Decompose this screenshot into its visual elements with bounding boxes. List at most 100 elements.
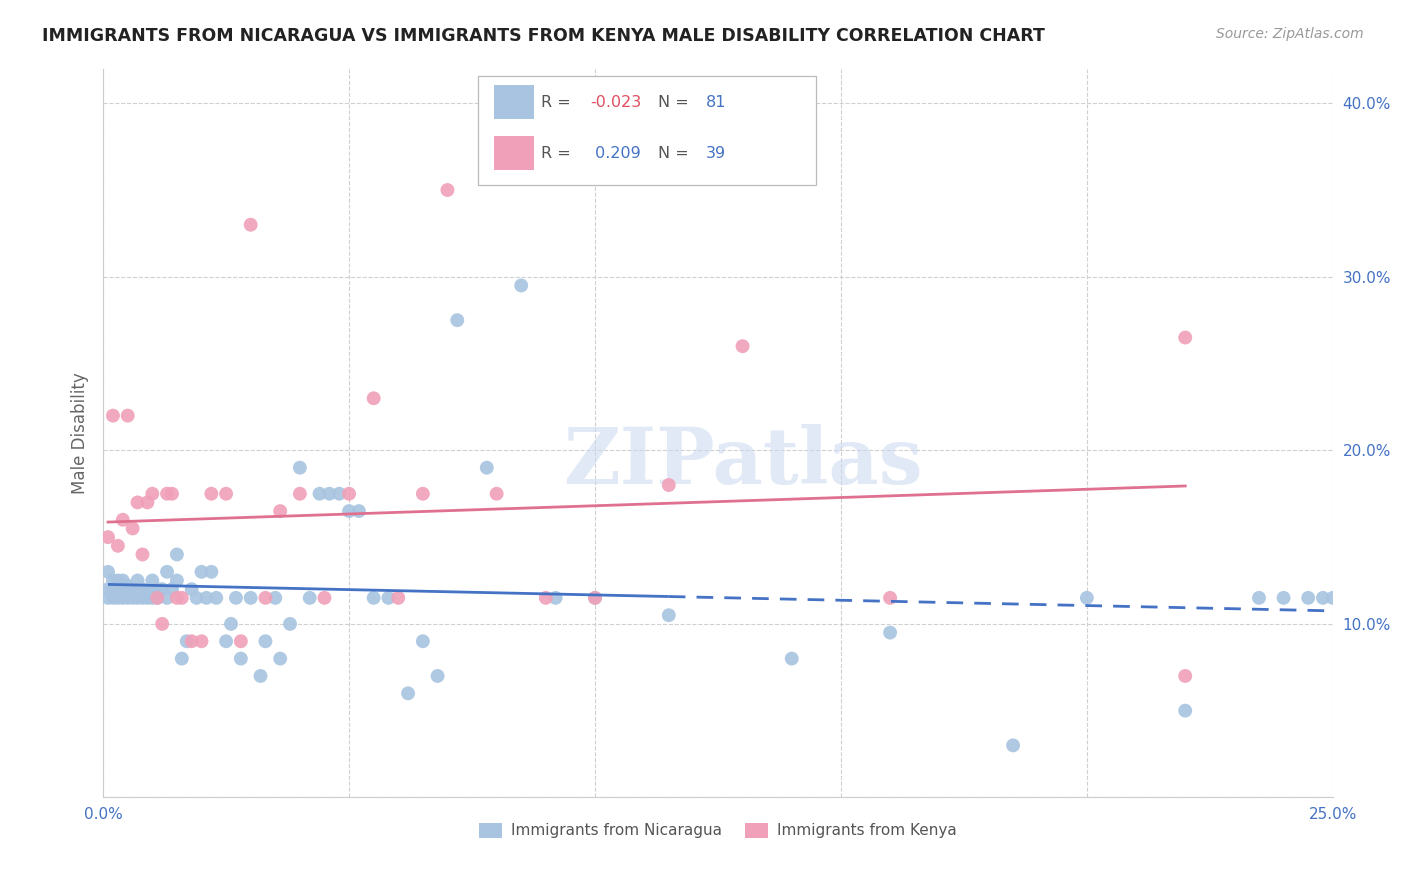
Text: Source: ZipAtlas.com: Source: ZipAtlas.com	[1216, 27, 1364, 41]
Point	[107, 591, 129, 605]
Point	[180, 634, 202, 648]
Point	[1312, 591, 1334, 605]
Text: 0.209: 0.209	[591, 145, 641, 161]
Point	[205, 591, 228, 605]
Point	[377, 591, 399, 605]
Point	[544, 591, 567, 605]
Point	[97, 582, 120, 597]
Point	[156, 565, 179, 579]
Point	[318, 487, 340, 501]
Point	[111, 591, 134, 605]
Point	[1296, 591, 1319, 605]
Point	[446, 313, 468, 327]
FancyBboxPatch shape	[494, 136, 533, 169]
FancyBboxPatch shape	[478, 76, 817, 186]
Point	[190, 634, 212, 648]
Point	[1174, 669, 1197, 683]
Point	[101, 574, 124, 588]
Point	[97, 565, 120, 579]
Point	[269, 651, 291, 665]
Point	[131, 582, 153, 597]
Point	[396, 686, 419, 700]
Point	[337, 487, 360, 501]
Point	[278, 616, 301, 631]
Point	[131, 548, 153, 562]
Point	[97, 530, 120, 544]
Point	[156, 591, 179, 605]
Point	[111, 574, 134, 588]
Point	[200, 565, 222, 579]
Point	[215, 634, 238, 648]
Point	[97, 591, 120, 605]
Point	[1322, 591, 1344, 605]
Point	[121, 582, 143, 597]
Point	[146, 591, 169, 605]
Point	[328, 487, 350, 501]
Point	[436, 183, 458, 197]
Point	[121, 591, 143, 605]
Point	[879, 625, 901, 640]
Text: R =: R =	[541, 145, 576, 161]
Point	[1247, 591, 1270, 605]
Point	[127, 591, 149, 605]
Point	[141, 591, 163, 605]
Point	[111, 513, 134, 527]
Point	[111, 585, 134, 599]
Point	[254, 634, 277, 648]
Point	[249, 669, 271, 683]
Point	[107, 539, 129, 553]
Point	[136, 591, 159, 605]
Point	[347, 504, 370, 518]
Point	[583, 591, 606, 605]
Point	[239, 218, 262, 232]
Point	[101, 591, 124, 605]
Point	[166, 574, 188, 588]
Text: 39: 39	[706, 145, 725, 161]
Point	[1174, 330, 1197, 344]
Point	[117, 591, 139, 605]
Text: -0.023: -0.023	[591, 95, 641, 110]
Text: 81: 81	[706, 95, 725, 110]
Point	[308, 487, 330, 501]
Point	[180, 582, 202, 597]
Point	[186, 591, 208, 605]
Point	[146, 591, 169, 605]
Point	[264, 591, 287, 605]
Point	[363, 591, 385, 605]
Point	[136, 585, 159, 599]
Point	[170, 591, 193, 605]
Point	[150, 582, 173, 597]
Point	[412, 487, 434, 501]
Point	[658, 608, 681, 623]
Point	[160, 582, 183, 597]
Text: N =: N =	[658, 145, 693, 161]
Point	[412, 634, 434, 648]
Point	[269, 504, 291, 518]
Point	[288, 487, 311, 501]
Text: ZIPatlas: ZIPatlas	[562, 424, 922, 500]
Point	[288, 460, 311, 475]
Point	[141, 574, 163, 588]
Point	[229, 634, 252, 648]
Text: N =: N =	[658, 95, 693, 110]
Point	[314, 591, 336, 605]
Point	[166, 591, 188, 605]
Point	[239, 591, 262, 605]
Point	[101, 582, 124, 597]
Point	[176, 634, 198, 648]
Point	[298, 591, 321, 605]
Text: IMMIGRANTS FROM NICARAGUA VS IMMIGRANTS FROM KENYA MALE DISABILITY CORRELATION C: IMMIGRANTS FROM NICARAGUA VS IMMIGRANTS …	[42, 27, 1045, 45]
Point	[170, 651, 193, 665]
Point	[166, 548, 188, 562]
Point	[127, 585, 149, 599]
FancyBboxPatch shape	[494, 86, 533, 119]
Point	[1174, 704, 1197, 718]
Point	[485, 487, 508, 501]
Point	[658, 478, 681, 492]
Point	[117, 409, 139, 423]
Y-axis label: Male Disability: Male Disability	[72, 372, 89, 494]
Point	[107, 574, 129, 588]
Text: R =: R =	[541, 95, 576, 110]
Point	[780, 651, 803, 665]
Point	[107, 582, 129, 597]
